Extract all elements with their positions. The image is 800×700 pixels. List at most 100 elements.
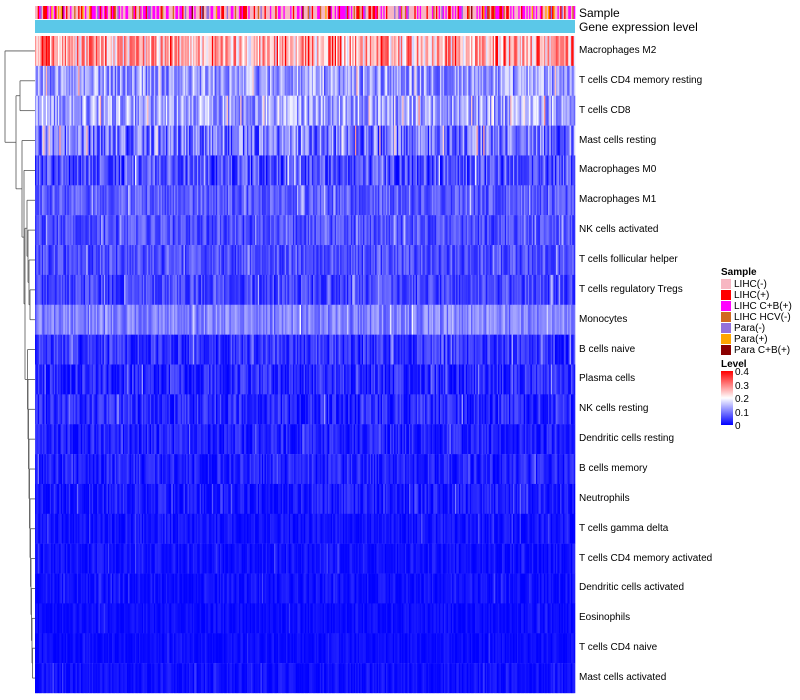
heatmap-cell [133, 304, 136, 335]
heatmap-cell [469, 155, 472, 186]
heatmap-cell [265, 215, 268, 246]
heatmap-cell [75, 304, 78, 335]
heatmap-cell [557, 334, 560, 365]
heatmap-cell [261, 215, 264, 246]
heatmap-cell [446, 155, 449, 186]
heatmap-cell [49, 334, 52, 365]
heatmap-cell [506, 334, 508, 365]
heatmap-cell [552, 274, 554, 305]
heatmap-cell [553, 215, 556, 246]
heatmap-cell [367, 334, 369, 365]
heatmap-cell [530, 274, 533, 305]
heatmap-cell [500, 125, 503, 156]
heatmap-cell [305, 215, 307, 246]
heatmap-cell [197, 155, 199, 186]
sample-annotation-cell [125, 6, 128, 19]
heatmap-cell [101, 95, 103, 126]
heatmap-cell [569, 95, 572, 126]
heatmap-cell [446, 185, 449, 216]
heatmap-cell [361, 185, 364, 216]
heatmap-cell [521, 304, 523, 335]
heatmap-cell [395, 155, 398, 186]
heatmap-cell [438, 125, 441, 156]
heatmap-cell [224, 274, 226, 305]
heatmap-cell [519, 185, 522, 216]
heatmap-cell [237, 125, 240, 156]
heatmap-cell [488, 334, 491, 365]
heatmap-cell [364, 274, 367, 305]
heatmap-cell [159, 334, 161, 365]
heatmap-cell [275, 65, 277, 96]
heatmap-cell [550, 36, 553, 67]
heatmap-cell [427, 274, 430, 305]
heatmap-cell [467, 334, 469, 365]
heatmap-cell [67, 215, 70, 246]
heatmap-cell [130, 125, 133, 156]
heatmap-cell [519, 125, 522, 156]
heatmap-cell [406, 334, 408, 365]
heatmap-cell [203, 185, 206, 216]
heatmap-cell [125, 36, 128, 67]
heatmap-cell [188, 185, 191, 216]
heatmap-cell [492, 155, 495, 186]
heatmap-cell [302, 304, 304, 335]
heatmap-cell [282, 155, 284, 186]
heatmap-cell [187, 215, 190, 246]
heatmap-cell [209, 304, 211, 335]
heatmap-cell [386, 304, 388, 335]
heatmap-cell [159, 125, 161, 156]
heatmap-cell [191, 125, 194, 156]
heatmap-cell [245, 215, 248, 246]
heatmap-cell [334, 95, 337, 126]
heatmap-cell [450, 155, 453, 186]
heatmap-cell [438, 185, 441, 216]
heatmap-cell [192, 245, 195, 276]
heatmap-cell [215, 185, 218, 216]
sample-annotation-cell [465, 6, 468, 19]
sample-annotation-cell [170, 6, 172, 19]
heatmap-cell [438, 334, 441, 365]
heatmap-cell [452, 95, 454, 126]
sample-annotation-cell [168, 6, 171, 19]
heatmap-cell [91, 36, 94, 67]
heatmap-cell [506, 185, 508, 216]
heatmap-cell [361, 274, 364, 305]
heatmap-cell [450, 185, 453, 216]
heatmap-cell [327, 95, 330, 126]
heatmap-cell [257, 185, 260, 216]
heatmap-cell [344, 65, 346, 96]
heatmap-cell [449, 245, 452, 276]
heatmap-cell [356, 274, 358, 305]
sample-annotation-cell [413, 6, 415, 19]
heatmap-cell [523, 274, 526, 305]
heatmap-cell [109, 245, 111, 276]
heatmap-cell [186, 364, 188, 395]
heatmap-cell [47, 125, 49, 156]
heatmap-cell [109, 95, 111, 126]
heatmap-cell [548, 95, 550, 126]
heatmap-cell [326, 65, 329, 96]
heatmap-cell [421, 155, 423, 186]
heatmap-cell [82, 245, 84, 276]
heatmap-cell [39, 95, 41, 126]
heatmap-cell [66, 65, 68, 96]
heatmap-cell [195, 125, 198, 156]
heatmap-cell [537, 274, 539, 305]
heatmap-cell [319, 304, 322, 335]
heatmap-cell [423, 95, 426, 126]
heatmap-cell [363, 185, 365, 216]
heatmap-cell [354, 334, 357, 365]
heatmap-cell [305, 245, 307, 276]
sample-annotation-cell [350, 6, 353, 19]
heatmap-cell [511, 185, 514, 216]
heatmap-cell [83, 274, 86, 305]
heatmap-cell [533, 185, 535, 216]
heatmap-cell [442, 65, 445, 96]
heatmap-cell [137, 95, 140, 126]
heatmap-cell [149, 125, 152, 156]
heatmap-cell [149, 155, 152, 186]
heatmap-cell [429, 125, 431, 156]
heatmap-cell [172, 245, 175, 276]
sample-annotation-cell [400, 6, 403, 19]
heatmap-cell [275, 95, 277, 126]
